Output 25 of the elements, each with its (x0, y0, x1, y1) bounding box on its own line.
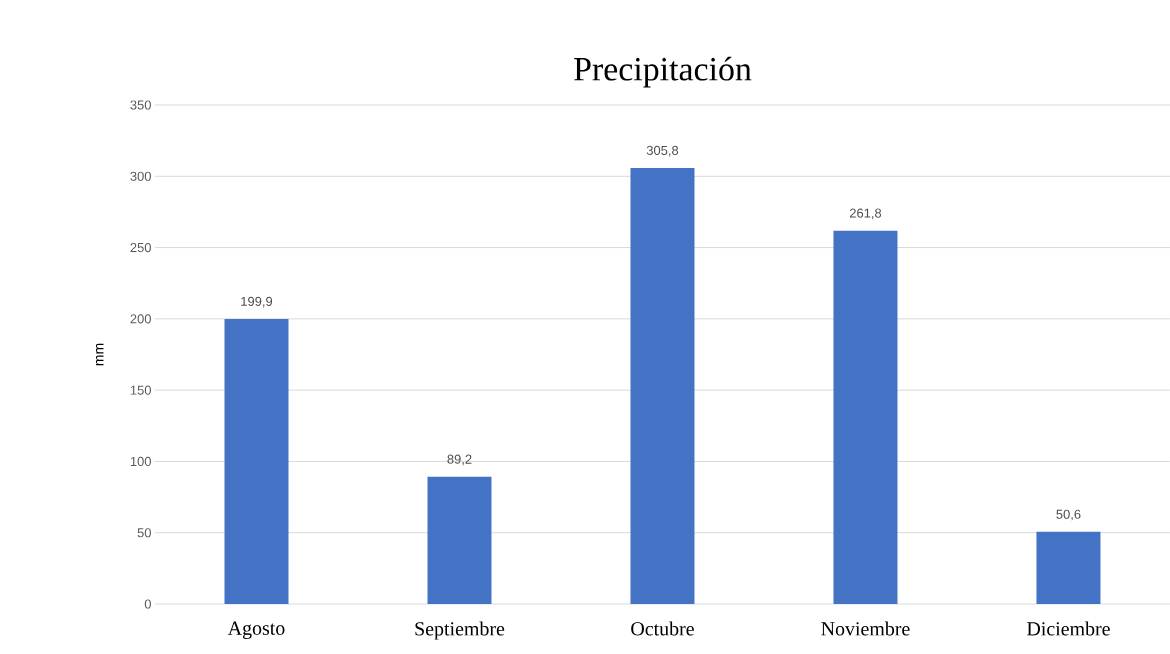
x-tick-label: Septiembre (415, 621, 505, 640)
y-tick-label: 250 (130, 242, 151, 253)
x-tick-label: Agosto (227, 621, 285, 639)
data-label: 261,8 (849, 208, 882, 220)
y-tick-label: 150 (130, 385, 151, 395)
data-label: 305,8 (646, 145, 679, 157)
x-tick-label: Diciembre (1027, 621, 1110, 636)
y-tick-label: 50 (137, 528, 151, 538)
x-tick-label: Octubre (631, 621, 694, 636)
data-label: 199,9 (241, 296, 273, 308)
y-axis-title: mm (95, 343, 104, 366)
y-tick-label: 300 (130, 171, 151, 181)
bar (427, 476, 492, 604)
data-label: 89,2 (447, 454, 472, 466)
y-tick-label: 200 (130, 314, 151, 324)
y-tick-label: 350 (130, 100, 151, 110)
y-tick-label: 100 (130, 456, 151, 467)
x-tick-label: Noviembre (821, 621, 910, 636)
y-tick-label: 0 (144, 599, 151, 609)
bar (224, 319, 289, 604)
bar (1036, 531, 1101, 604)
chart-title: Precipitación (574, 56, 752, 88)
bar (630, 168, 695, 604)
bar (833, 230, 898, 604)
data-label: 50,6 (1056, 509, 1081, 521)
